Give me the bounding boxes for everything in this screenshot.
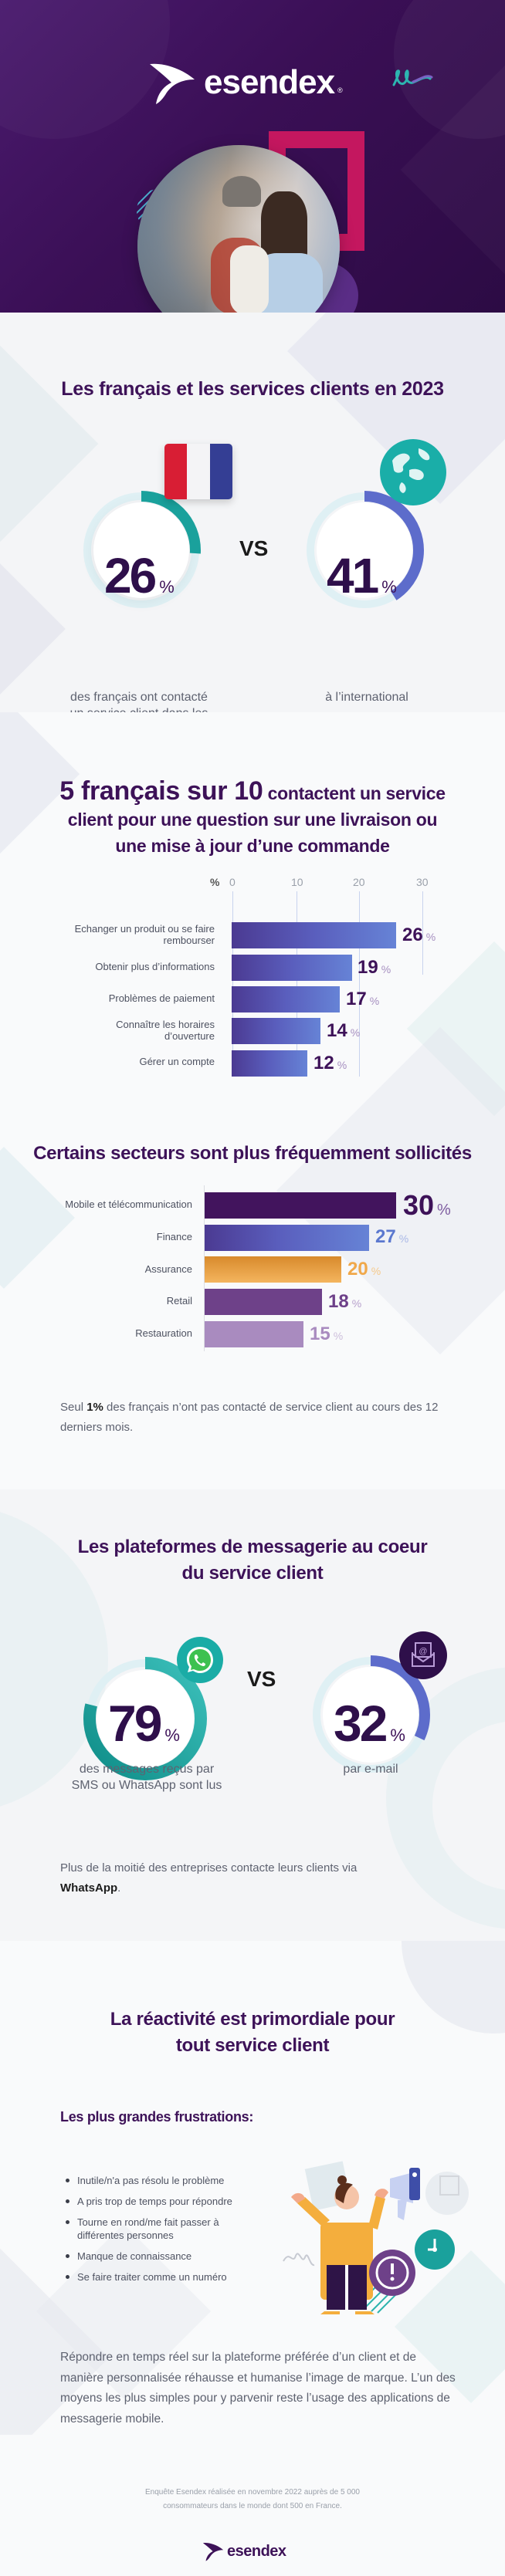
esendex-arrow-icon [202,2543,224,2561]
bar [232,1050,307,1077]
note-text: Plus de la moitié des entreprises contac… [60,1861,358,1895]
vs-label: VS [239,536,269,560]
list-item: Manque de connaissance [63,2250,264,2263]
cap [222,176,261,207]
donut-41 [305,491,424,610]
section-title: La réactivité est primordiale pour tout … [110,2009,395,2056]
whatsapp-icon [177,1637,223,1683]
sectors-subtitle: Certains secteurs sont plus fréquemment … [33,1143,472,1164]
chart-contact-reasons: % 0 10 20 30 Echanger un produit ou se f… [0,712,505,1083]
stat-caption: des français ont contacté un service cli… [70,691,208,712]
france-flag-icon [164,444,232,499]
list-item: Inutile/n'a pas résolu le problème [63,2174,264,2187]
registered-mark: ® [337,86,343,94]
frustrated-woman-illustration [283,2161,469,2314]
footer: Enquête Esendex réalisée en novembre 202… [0,2435,505,2576]
frustrations-subtitle: Les plus grandes frustrations: [60,2109,254,2125]
note-text: Seul 1% des français n’ont pas contacté … [60,1401,439,1434]
survey-source: Enquête Esendex réalisée en novembre 202… [145,2488,360,2510]
bar [232,922,396,948]
bar [232,1018,320,1044]
chart-sectors: Mobile et télécommunication 30% Finance … [0,712,505,1407]
stat-value: 79% [108,1695,180,1752]
logo-text: esendex [204,63,335,101]
donut-32 [311,1655,430,1774]
footer-logo: esendex [202,2541,286,2561]
headline: 5 français sur 10 contactent un service … [59,776,446,856]
svg-text:@: @ [419,1647,427,1656]
bar [205,1192,396,1219]
section-reactivity: La réactivité est primordiale pour tout … [0,1941,505,2435]
frustrations-list: Inutile/n'a pas résolu le problème A pri… [63,2174,264,2291]
bar [205,1256,341,1283]
hair [261,191,307,261]
bar [205,1225,369,1251]
stat-caption: à l’international [325,691,408,704]
section-french-customer-service-2023: Les français et les services clients en … [0,313,505,712]
bar [232,955,352,981]
decor-circle [0,0,170,139]
hero-photo-people-with-phones [137,145,340,313]
donut-79 [83,1657,207,1780]
esendex-logo: esendex ® [148,48,349,117]
stat-value: 32% [334,1695,405,1752]
squiggle-icon [392,69,433,86]
esendex-arrow-icon [150,63,195,104]
section-title: Les français et les services clients en … [61,378,444,400]
closing-paragraph: Répondre en temps réel sur la plateforme… [60,2351,456,2426]
stat-caption: des messages reçus par SMS ou WhatsApp s… [71,1763,222,1792]
stat-value: 41% [327,548,397,603]
globe-icon [380,439,446,505]
section-contact-reasons: 5 français sur 10 contactent un service … [0,712,505,1489]
bar [205,1321,303,1347]
list-item: Tourne en rond/me fait passer à différen… [63,2216,241,2242]
donut-26 [82,491,201,610]
stat-caption: par e-mail [343,1763,398,1776]
vs-label: VS [247,1667,276,1691]
section-title: Les plateformes de messagerie au coeur d… [77,1536,428,1584]
stat-value: 26% [104,548,175,603]
bar [205,1289,322,1315]
email-icon: @ [399,1631,447,1679]
list-item: A pris trop de temps pour répondre [63,2195,264,2208]
list-item: Se faire traiter comme un numéro [63,2270,264,2284]
hero-banner: esendex ® [0,0,505,313]
bar [232,986,340,1012]
section-messaging-platforms: Les plateformes de messagerie au coeur d… [0,1489,505,1941]
